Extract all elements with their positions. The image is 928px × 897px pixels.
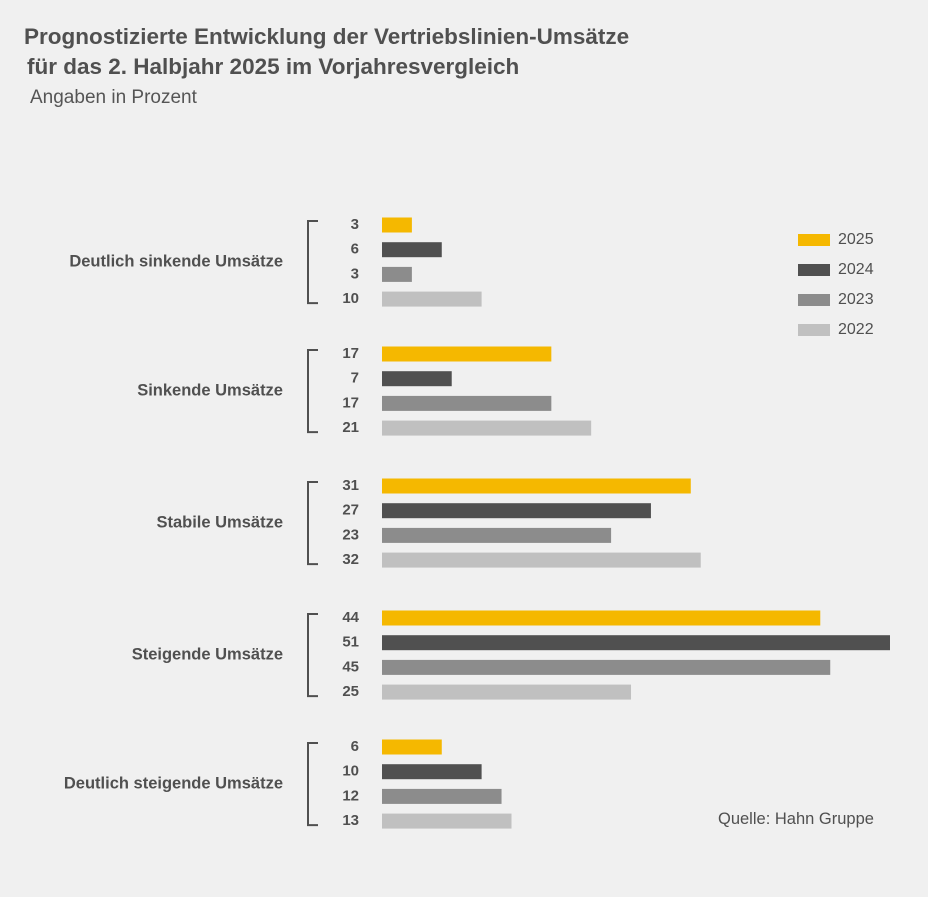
legend-swatch (798, 294, 830, 306)
value-label: 21 (342, 419, 359, 436)
bar (382, 788, 502, 804)
legend-swatch (798, 234, 830, 246)
value-label: 44 (342, 609, 359, 626)
value-label: 27 (342, 502, 359, 519)
value-label: 3 (351, 265, 359, 282)
bar (382, 764, 482, 780)
group-bracket (307, 220, 318, 305)
category-label: Deutlich sinkende Umsätze (69, 252, 283, 270)
value-label: 45 (342, 658, 359, 675)
bar (382, 291, 482, 307)
chart-subtitle: Angaben in Prozent (30, 87, 197, 108)
legend-swatch (798, 324, 830, 336)
bar (382, 813, 512, 829)
bar-group: Sinkende Umsätze 17 7 17 21 (137, 345, 592, 436)
bar (382, 420, 592, 436)
bar-group: Steigende Umsätze 44 51 45 25 (132, 609, 890, 700)
value-label: 10 (342, 763, 359, 780)
bar (382, 217, 412, 233)
value-label: 17 (342, 345, 359, 362)
group-bracket (307, 349, 318, 434)
bar-group: Deutlich steigende Umsätze 6 10 12 13 (64, 738, 512, 829)
group-bracket (307, 481, 318, 566)
legend-item: 2022 (798, 321, 874, 338)
bar (382, 242, 442, 258)
value-label: 10 (342, 290, 359, 307)
value-label: 31 (342, 477, 359, 494)
group-bracket (307, 613, 318, 698)
category-label: Stabile Umsätze (156, 513, 283, 531)
category-label: Steigende Umsätze (132, 645, 283, 663)
bar (382, 395, 552, 411)
legend-item: 2023 (798, 291, 874, 308)
bar (382, 684, 632, 700)
bar (382, 527, 612, 543)
bar (382, 610, 821, 626)
legend-label: 2022 (838, 321, 874, 338)
title-line-1: Prognostizierte Entwicklung der Vertrieb… (24, 24, 630, 49)
value-label: 3 (351, 216, 359, 233)
legend: 2025 2024 2023 2022 (798, 231, 874, 338)
chart-title: Prognostizierte Entwicklung der Vertrieb… (24, 22, 629, 82)
value-label: 12 (342, 787, 359, 804)
value-label: 7 (351, 370, 359, 387)
legend-item: 2024 (798, 261, 874, 278)
value-label: 23 (342, 526, 359, 543)
legend-label: 2024 (838, 261, 874, 278)
bar (382, 635, 890, 651)
value-label: 25 (342, 683, 359, 700)
title-line-2: für das 2. Halbjahr 2025 im Vorjahresver… (27, 54, 520, 79)
bar (382, 659, 831, 675)
bar (382, 739, 442, 755)
value-label: 17 (342, 394, 359, 411)
legend-label: 2023 (838, 291, 874, 308)
category-label: Sinkende Umsätze (137, 381, 283, 399)
value-label: 13 (342, 812, 359, 829)
category-label: Deutlich steigende Umsätze (64, 774, 283, 792)
bar-groups: Deutlich sinkende Umsätze 3 6 3 10 Sinkende U… (64, 216, 890, 829)
legend-swatch (798, 264, 830, 276)
bar (382, 478, 691, 494)
bar (382, 371, 452, 387)
bar (382, 266, 412, 282)
value-label: 6 (351, 241, 359, 258)
source-note: Quelle: Hahn Gruppe (718, 810, 874, 828)
group-bracket (307, 742, 318, 827)
bar-group: Stabile Umsätze 31 27 23 32 (156, 477, 701, 568)
bar (382, 552, 701, 568)
bar (382, 346, 552, 362)
legend-label: 2025 (838, 231, 874, 248)
bar-group: Deutlich sinkende Umsätze 3 6 3 10 (69, 216, 482, 307)
bar (382, 503, 651, 519)
value-label: 6 (351, 738, 359, 755)
legend-item: 2025 (798, 231, 874, 248)
value-label: 51 (342, 634, 359, 651)
value-label: 32 (342, 551, 359, 568)
